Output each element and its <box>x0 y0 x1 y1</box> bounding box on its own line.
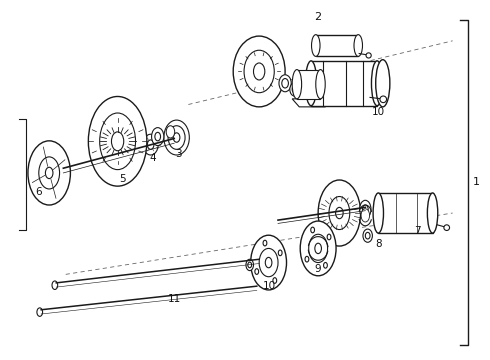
Ellipse shape <box>246 259 253 271</box>
Ellipse shape <box>316 69 325 99</box>
Ellipse shape <box>309 234 328 262</box>
Ellipse shape <box>366 232 370 239</box>
Ellipse shape <box>361 209 369 222</box>
Ellipse shape <box>282 78 289 88</box>
Ellipse shape <box>39 157 60 189</box>
Ellipse shape <box>292 86 297 93</box>
Ellipse shape <box>111 132 124 151</box>
Ellipse shape <box>380 96 387 103</box>
Text: 10: 10 <box>263 281 276 291</box>
Text: 10: 10 <box>371 107 385 117</box>
Ellipse shape <box>373 193 384 233</box>
Ellipse shape <box>300 221 336 276</box>
Ellipse shape <box>244 50 274 93</box>
Ellipse shape <box>251 235 287 290</box>
Ellipse shape <box>354 35 363 57</box>
Ellipse shape <box>173 133 180 142</box>
Bar <box>311 61 377 106</box>
Ellipse shape <box>290 83 299 96</box>
Ellipse shape <box>444 225 449 230</box>
Ellipse shape <box>336 207 343 219</box>
Ellipse shape <box>151 128 164 145</box>
Text: 8: 8 <box>375 239 381 249</box>
Ellipse shape <box>273 278 277 283</box>
Ellipse shape <box>164 120 189 155</box>
Ellipse shape <box>329 197 350 230</box>
Ellipse shape <box>371 61 383 106</box>
Ellipse shape <box>363 229 372 242</box>
Ellipse shape <box>88 96 147 186</box>
Ellipse shape <box>259 248 278 277</box>
Ellipse shape <box>363 205 368 213</box>
Ellipse shape <box>255 269 259 274</box>
Ellipse shape <box>147 140 154 149</box>
Ellipse shape <box>233 36 285 107</box>
Ellipse shape <box>278 250 282 256</box>
Text: 2: 2 <box>315 12 322 22</box>
Ellipse shape <box>155 132 161 141</box>
Ellipse shape <box>305 61 317 106</box>
Ellipse shape <box>318 180 361 246</box>
Bar <box>316 35 358 57</box>
Ellipse shape <box>376 60 390 107</box>
Text: 1: 1 <box>473 177 480 187</box>
Text: 7: 7 <box>414 226 420 236</box>
Ellipse shape <box>253 63 265 80</box>
Ellipse shape <box>99 113 136 170</box>
Text: 5: 5 <box>119 174 125 184</box>
Ellipse shape <box>279 75 291 92</box>
Ellipse shape <box>366 53 371 58</box>
Text: 4: 4 <box>149 153 156 163</box>
Ellipse shape <box>46 167 53 179</box>
Ellipse shape <box>311 227 315 233</box>
Ellipse shape <box>168 126 185 149</box>
Ellipse shape <box>327 234 331 240</box>
Ellipse shape <box>143 134 158 155</box>
Ellipse shape <box>315 243 321 253</box>
Text: 9: 9 <box>315 264 321 274</box>
Ellipse shape <box>312 35 320 57</box>
Ellipse shape <box>248 262 251 268</box>
Ellipse shape <box>265 257 272 268</box>
Bar <box>297 69 320 99</box>
Ellipse shape <box>263 240 267 246</box>
Ellipse shape <box>323 262 327 268</box>
Text: 11: 11 <box>168 294 181 304</box>
Ellipse shape <box>37 308 43 316</box>
Bar <box>378 193 433 233</box>
Ellipse shape <box>28 141 71 205</box>
Ellipse shape <box>427 193 438 233</box>
Ellipse shape <box>166 126 175 138</box>
Ellipse shape <box>292 69 302 99</box>
Ellipse shape <box>305 256 309 262</box>
Polygon shape <box>292 99 332 107</box>
Text: 6: 6 <box>35 187 42 197</box>
Ellipse shape <box>52 281 58 289</box>
Ellipse shape <box>360 200 371 218</box>
Text: 3: 3 <box>174 149 181 159</box>
